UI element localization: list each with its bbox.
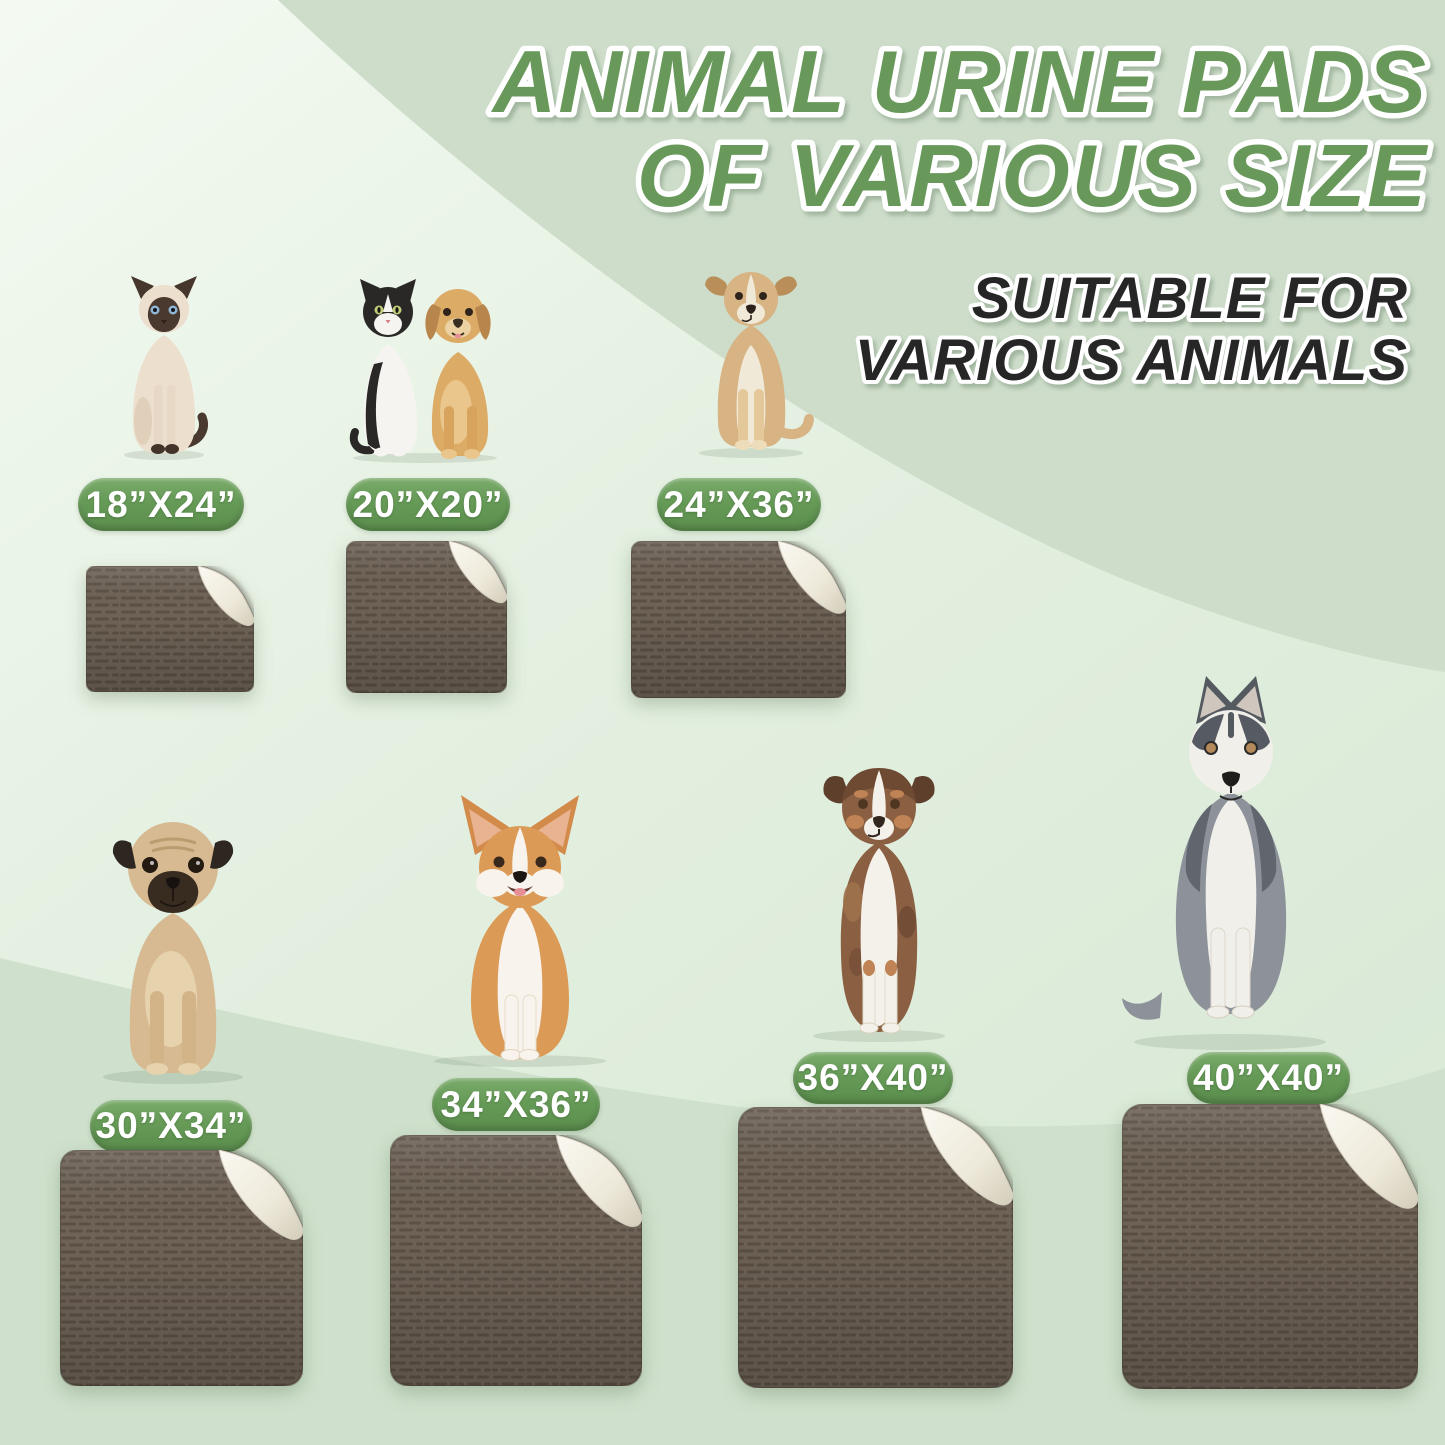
australian-shepherd-illustration <box>813 768 945 1042</box>
size-badge-label: 40”X40” <box>1193 1057 1344 1098</box>
wrinkle <box>151 846 195 853</box>
ear-right <box>475 304 491 340</box>
nose <box>513 871 527 883</box>
nose <box>385 320 391 324</box>
wrinkle <box>149 837 197 845</box>
paw <box>146 1063 168 1075</box>
eye <box>443 308 451 316</box>
background-swoosh-bottom <box>0 958 1445 1445</box>
tuxedo-cat <box>349 279 418 457</box>
pee-pad-40x40 <box>1122 1104 1418 1389</box>
size-badge-label: 30”X34” <box>95 1105 247 1146</box>
nose <box>1222 771 1240 787</box>
ear-left <box>425 304 441 340</box>
pug-illustration <box>103 822 243 1084</box>
tail <box>349 428 375 455</box>
paw <box>751 440 767 450</box>
size-badge-label: 24”X36” <box>663 483 815 525</box>
ground-shadow <box>699 448 803 458</box>
ear-right <box>772 276 797 296</box>
paw <box>859 1022 879 1034</box>
eye <box>1204 741 1218 755</box>
eye <box>493 856 505 868</box>
paw <box>392 447 406 457</box>
ground-shadow <box>124 450 204 460</box>
tongue <box>514 888 526 896</box>
nose <box>166 877 180 889</box>
size-badge: 34”X36” <box>432 1078 600 1131</box>
nose <box>161 320 167 324</box>
eye <box>735 292 743 300</box>
ground-shadow <box>434 1055 606 1067</box>
ground-shadow <box>103 1070 243 1084</box>
muzzle <box>374 313 402 335</box>
tail <box>779 414 814 439</box>
eye <box>1244 741 1258 755</box>
pee-pad-24x36 <box>631 541 846 698</box>
pee-pad-36x40 <box>738 1107 1013 1388</box>
cat-and-puppy-illustration <box>349 279 497 463</box>
ground-shadow <box>813 1030 945 1042</box>
pee-pad-20x20 <box>346 541 507 693</box>
eye <box>858 799 868 809</box>
eye <box>188 857 204 873</box>
eye <box>465 308 473 316</box>
ground-shadow <box>1134 1034 1326 1050</box>
nose <box>873 816 885 828</box>
size-badge: 40”X40” <box>1187 1052 1350 1104</box>
background-swoosh-top-right <box>278 0 1445 672</box>
head <box>431 289 485 343</box>
paw <box>441 449 457 459</box>
eye <box>142 857 158 873</box>
pee-pad-34x36 <box>390 1135 642 1386</box>
nose <box>453 318 463 328</box>
ear-left <box>112 840 136 869</box>
ear-left <box>360 279 380 302</box>
blaze <box>512 827 528 877</box>
paw <box>374 447 388 457</box>
size-badge: 18”X24” <box>78 478 244 531</box>
siamese-cat-illustration <box>124 276 208 460</box>
eye <box>890 799 900 809</box>
size-badge: 20”X20” <box>346 478 510 531</box>
paw <box>151 444 165 454</box>
tail <box>1122 992 1162 1020</box>
blaze <box>872 770 886 822</box>
face-mask <box>147 297 181 332</box>
paw <box>735 440 751 450</box>
labrador-puppy <box>425 289 491 459</box>
pee-pad-18x24 <box>86 566 254 692</box>
husky-illustration <box>1122 676 1326 1050</box>
size-badge-label: 18”X24” <box>85 483 237 525</box>
corgi-illustration <box>434 795 606 1067</box>
paw <box>178 1063 200 1075</box>
paw <box>1206 1005 1230 1019</box>
paw <box>165 444 179 454</box>
tan-dog-illustration <box>699 272 814 458</box>
eye <box>535 856 547 868</box>
nose <box>746 304 756 314</box>
pee-pad-30x34 <box>60 1150 303 1386</box>
paw <box>881 1022 901 1034</box>
tongue <box>454 333 462 339</box>
paw <box>500 1049 522 1061</box>
ear-right <box>174 276 197 299</box>
paw <box>464 449 480 459</box>
size-badge-label: 36”X40” <box>797 1057 949 1098</box>
size-badge-label: 34”X36” <box>440 1083 592 1125</box>
ear-right <box>210 840 234 869</box>
paw <box>1231 1005 1255 1019</box>
pad-folded-corner <box>197 566 254 627</box>
size-badge: 24”X36” <box>657 478 821 531</box>
paw <box>518 1049 540 1061</box>
ear-left <box>131 276 154 299</box>
size-badge: 30”X34” <box>90 1100 252 1152</box>
eye <box>759 292 767 300</box>
size-badge: 36”X40” <box>793 1052 953 1104</box>
ear-left <box>705 276 730 296</box>
size-badge-label: 20”X20” <box>352 483 504 525</box>
ear-right <box>396 279 416 302</box>
